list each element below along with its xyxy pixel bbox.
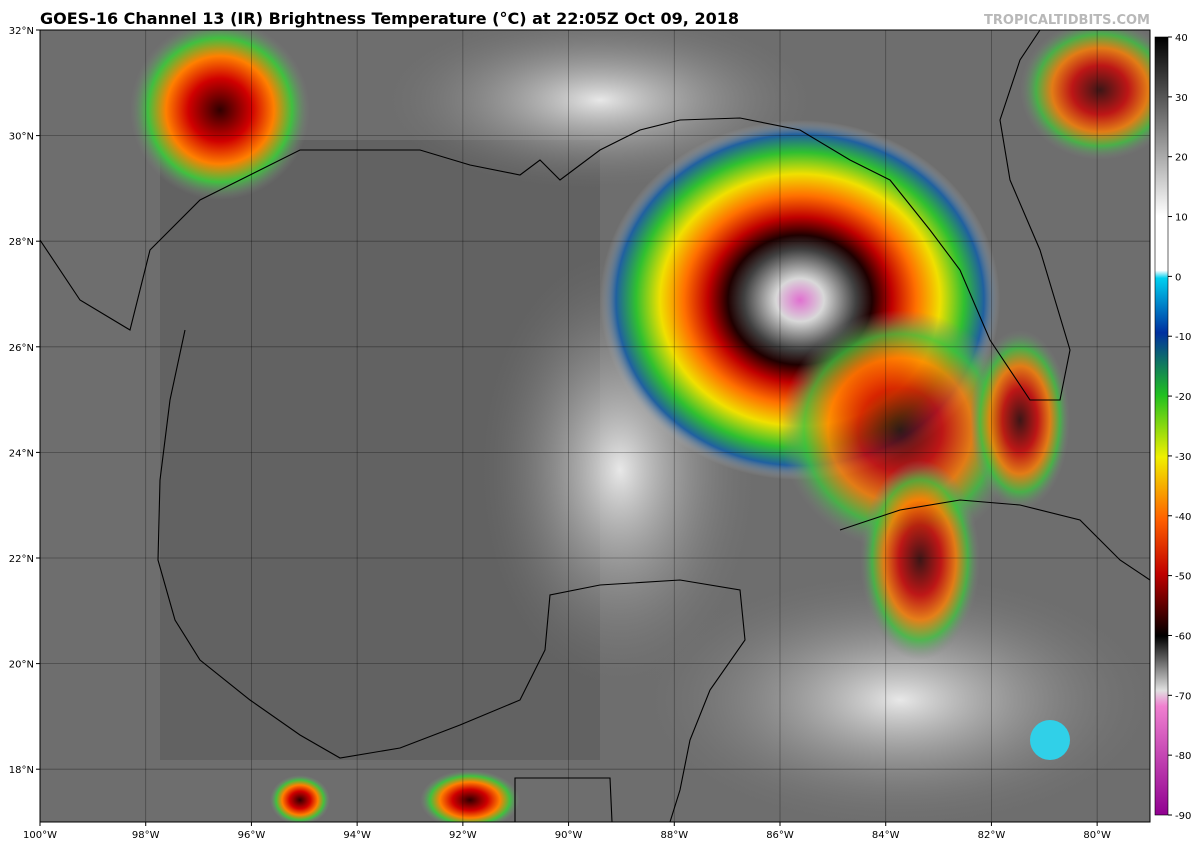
lon-label: 84°W [872, 830, 900, 841]
lon-label: 100°W [23, 830, 57, 841]
lat-label: 28°N [9, 237, 34, 248]
lon-label: 94°W [343, 830, 371, 841]
lon-label: 90°W [555, 830, 583, 841]
colorbar-label: -20 [1175, 392, 1191, 403]
lat-label: 32°N [9, 26, 34, 37]
lon-label: 80°W [1083, 830, 1111, 841]
lat-label: 22°N [9, 554, 34, 565]
lat-label: 18°N [9, 765, 34, 776]
colorbar-label: 10 [1175, 213, 1188, 224]
colorbar-label: 0 [1175, 272, 1181, 283]
colorbar-label: -80 [1175, 751, 1191, 762]
colorbar-label: 30 [1175, 93, 1188, 104]
credit: TROPICALTIDBITS.COM [984, 13, 1150, 28]
colorbar-label: -10 [1175, 332, 1191, 343]
lon-label: 86°W [766, 830, 794, 841]
colorbar-label: -60 [1175, 631, 1191, 642]
colorbar-label: -40 [1175, 512, 1191, 523]
lat-label: 24°N [9, 448, 34, 459]
colorbar-label: 40 [1175, 33, 1188, 44]
map-title: GOES-16 Channel 13 (IR) Brightness Tempe… [40, 9, 739, 28]
colorbar-label: -70 [1175, 691, 1191, 702]
lon-label: 96°W [238, 830, 266, 841]
lat-label: 26°N [9, 343, 34, 354]
lon-label: 88°W [660, 830, 688, 841]
satellite-image [40, 30, 1150, 822]
colorbar [1154, 36, 1169, 816]
colorbar-label: -50 [1175, 572, 1191, 583]
lon-label: 82°W [978, 830, 1006, 841]
colorbar-label: 20 [1175, 153, 1188, 164]
lat-label: 20°N [9, 660, 34, 671]
lat-label: 30°N [9, 132, 34, 143]
colorbar-label: -30 [1175, 452, 1191, 463]
map-frame [39, 29, 1151, 823]
lon-label: 92°W [449, 830, 477, 841]
lon-label: 98°W [132, 830, 160, 841]
colorbar-label: -90 [1175, 811, 1191, 822]
